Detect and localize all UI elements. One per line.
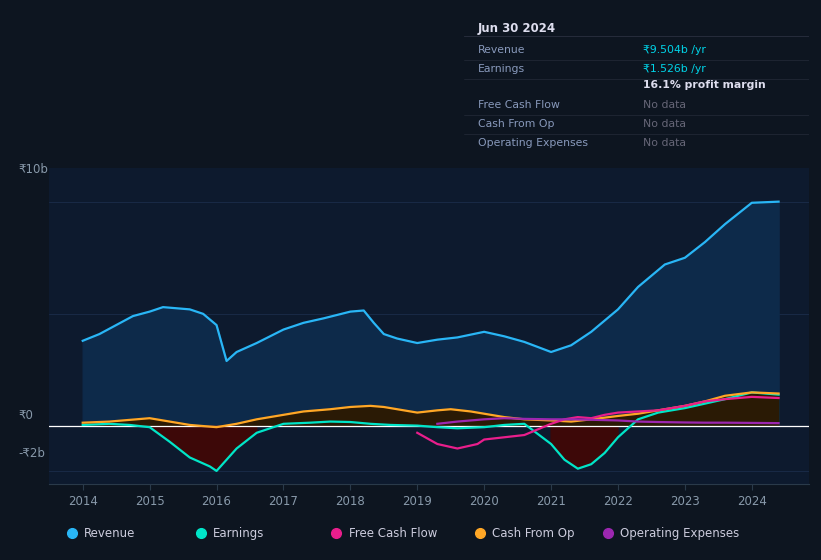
- Text: Earnings: Earnings: [213, 527, 264, 540]
- Text: No data: No data: [643, 138, 686, 148]
- Text: Operating Expenses: Operating Expenses: [621, 527, 740, 540]
- Text: ₹9.504b /yr: ₹9.504b /yr: [643, 45, 706, 55]
- Text: ₹10b: ₹10b: [18, 162, 48, 176]
- Text: Operating Expenses: Operating Expenses: [478, 138, 588, 148]
- Text: No data: No data: [643, 100, 686, 110]
- Text: -₹2b: -₹2b: [18, 447, 45, 460]
- Text: Earnings: Earnings: [478, 64, 525, 74]
- Text: Free Cash Flow: Free Cash Flow: [478, 100, 560, 110]
- Text: Cash From Op: Cash From Op: [478, 119, 554, 129]
- Text: ₹0: ₹0: [18, 409, 33, 422]
- Text: ₹1.526b /yr: ₹1.526b /yr: [643, 64, 706, 74]
- Text: Jun 30 2024: Jun 30 2024: [478, 22, 556, 35]
- Text: 16.1% profit margin: 16.1% profit margin: [643, 81, 766, 90]
- Text: Cash From Op: Cash From Op: [492, 527, 575, 540]
- Text: Free Cash Flow: Free Cash Flow: [349, 527, 437, 540]
- Text: No data: No data: [643, 119, 686, 129]
- Text: Revenue: Revenue: [478, 45, 525, 55]
- Text: Revenue: Revenue: [85, 527, 135, 540]
